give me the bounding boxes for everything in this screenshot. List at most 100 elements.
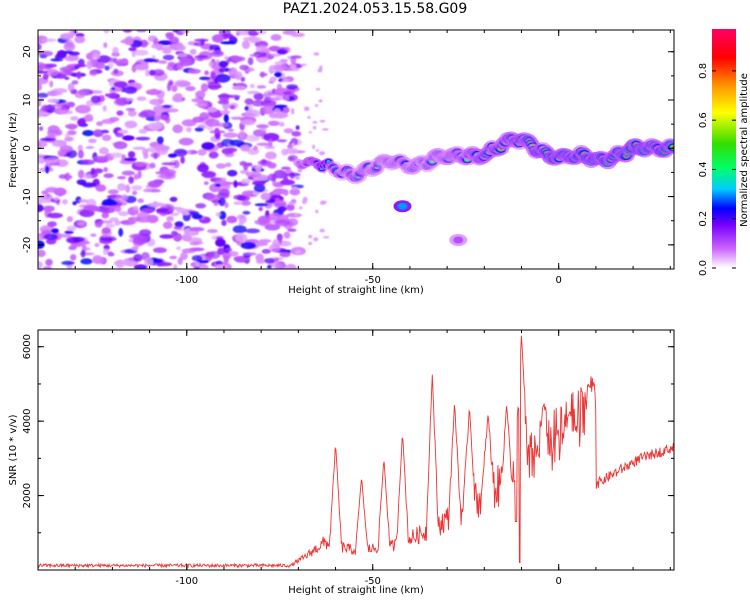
noise-blob — [227, 169, 238, 177]
noise-blob — [53, 187, 67, 196]
noise-blob — [274, 64, 288, 71]
noise-blob — [258, 239, 272, 243]
noise-blob — [223, 55, 229, 60]
noise-blob — [63, 42, 76, 52]
spectral-blob — [397, 202, 408, 210]
noise-blob — [150, 258, 163, 264]
noise-blob — [38, 157, 45, 164]
noise-blob — [269, 76, 277, 83]
noise-blob — [132, 146, 146, 150]
noise-blob — [74, 91, 86, 99]
noise-blob — [172, 30, 179, 33]
noise-blob — [193, 42, 205, 47]
noise-blob — [303, 106, 310, 112]
noise-blob — [39, 126, 44, 131]
noise-blob — [287, 67, 300, 72]
noise-blob — [233, 201, 243, 206]
spectrogram-heatmap — [38, 30, 674, 269]
noise-blob — [133, 205, 139, 211]
noise-blob — [295, 249, 302, 255]
noise-blob — [270, 53, 282, 57]
noise-blob — [77, 221, 86, 227]
y-tick-label: 6000 — [22, 334, 33, 359]
noise-blob — [173, 160, 180, 169]
noise-blob — [64, 230, 74, 234]
noise-blob — [203, 181, 209, 186]
spectrogram-x-axis-label: Height of straight line (km) — [288, 285, 424, 296]
noise-blob — [38, 261, 43, 269]
noise-blob — [166, 215, 174, 222]
noise-blob — [213, 77, 219, 84]
noise-blob — [47, 129, 62, 137]
signal-ridge — [293, 131, 674, 185]
noise-blob — [215, 260, 223, 266]
noise-blob — [239, 64, 249, 71]
noise-blob — [140, 109, 157, 118]
noise-blob — [70, 116, 79, 121]
noise-blob — [156, 262, 173, 267]
noise-blob — [315, 149, 320, 152]
noise-blob — [103, 30, 110, 34]
noise-blob — [312, 144, 316, 150]
noise-blob — [295, 125, 300, 130]
noise-blob — [92, 256, 106, 265]
noise-blob — [162, 104, 172, 109]
y-tick-label: -10 — [22, 188, 33, 204]
noise-blob — [245, 134, 260, 142]
noise-blob — [45, 258, 53, 266]
noise-blob — [156, 136, 164, 145]
noise-blob — [280, 59, 288, 63]
noise-blob — [308, 131, 312, 134]
noise-blob — [213, 202, 219, 207]
noise-blob — [103, 167, 108, 173]
noise-blob — [124, 120, 138, 129]
noise-blob — [291, 111, 295, 115]
noise-blob — [91, 53, 100, 60]
noise-blob — [200, 83, 209, 92]
noise-blob — [221, 180, 229, 187]
noise-blob — [150, 43, 164, 49]
noise-blob — [247, 30, 257, 35]
noise-blob — [143, 58, 157, 63]
x-tick-label: -100 — [175, 576, 198, 587]
noise-blob — [196, 57, 204, 62]
noise-blob — [61, 260, 75, 266]
noise-blob — [302, 196, 308, 202]
noise-blob — [109, 204, 116, 213]
x-tick-label: -100 — [175, 275, 198, 286]
snr-y-axis-label: SNR (10 * v/v) — [8, 414, 19, 485]
noise-blob — [150, 202, 166, 207]
noise-blob — [238, 130, 246, 140]
noise-blob — [299, 206, 303, 210]
noise-blob — [81, 159, 95, 165]
noise-blob — [133, 49, 149, 56]
noise-blob — [314, 104, 319, 107]
noise-blob — [103, 173, 114, 179]
noise-blob — [101, 227, 111, 234]
noise-blob — [244, 98, 254, 105]
noise-blob — [165, 32, 174, 38]
noise-blob — [156, 207, 169, 214]
noise-blob — [162, 46, 172, 54]
noise-blob — [161, 162, 177, 166]
noise-blob — [312, 126, 317, 130]
noise-blob — [40, 194, 54, 200]
noise-blob — [158, 114, 170, 121]
colorbar-tick-label: 0.4 — [698, 161, 709, 177]
noise-blob — [108, 116, 120, 122]
noise-blob — [92, 129, 104, 138]
noise-blob — [169, 255, 177, 260]
noise-blob — [255, 45, 269, 53]
noise-blob — [102, 198, 118, 206]
noise-blob — [55, 91, 63, 96]
noise-blob — [135, 136, 151, 141]
noise-blob — [160, 172, 176, 180]
snr-frame — [37, 329, 675, 571]
noise-blob — [264, 145, 276, 149]
noise-blob — [178, 57, 192, 67]
noise-blob — [157, 40, 174, 46]
noise-blob — [263, 132, 280, 142]
noise-blob — [263, 258, 276, 264]
noise-blob — [82, 241, 91, 245]
